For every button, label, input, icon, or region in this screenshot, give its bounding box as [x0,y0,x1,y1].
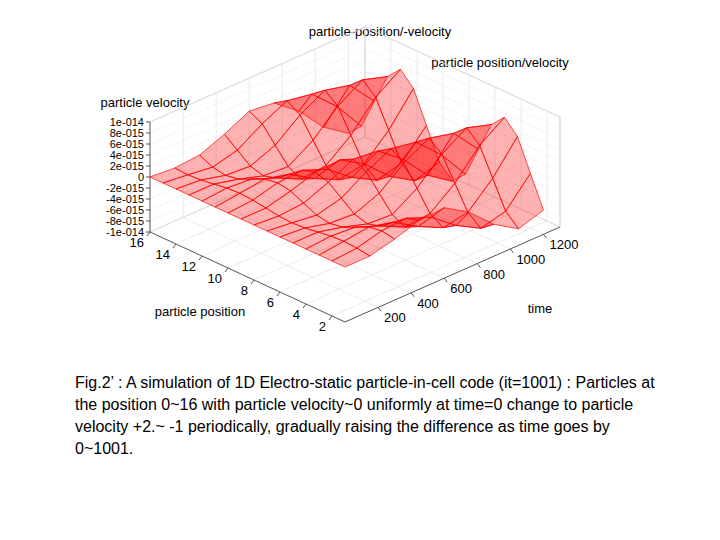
svg-text:-4e-015: -4e-015 [106,193,144,205]
svg-text:-2e-015: -2e-015 [106,182,144,194]
svg-text:8: 8 [241,283,248,298]
svg-text:-6e-015: -6e-015 [106,204,144,216]
svg-text:-1e-014: -1e-014 [106,226,144,238]
svg-text:1200: 1200 [549,237,578,252]
svg-text:2e-015: 2e-015 [109,160,144,172]
svg-text:16: 16 [130,235,144,250]
svg-text:14: 14 [156,247,170,262]
svg-text:1e-014: 1e-014 [109,116,144,128]
svg-text:10: 10 [208,271,222,286]
svg-text:0: 0 [137,171,144,183]
svg-text:400: 400 [417,296,439,311]
svg-text:particle-position/-velocity: particle-position/-velocity [309,24,452,39]
svg-text:4: 4 [293,307,300,322]
svg-text:4e-015: 4e-015 [109,149,144,161]
svg-text:particle position/velocity: particle position/velocity [431,55,569,70]
svg-text:time: time [528,301,553,316]
svg-text:particle position: particle position [155,304,245,319]
svg-text:6: 6 [267,295,274,310]
svg-text:2: 2 [319,319,326,334]
svg-text:-8e-015: -8e-015 [106,215,144,227]
svg-text:200: 200 [384,310,406,325]
svg-text:12: 12 [182,259,196,274]
svg-text:600: 600 [450,281,472,296]
svg-text:6e-015: 6e-015 [109,138,144,150]
svg-text:1000: 1000 [516,252,545,267]
svg-text:particle velocity: particle velocity [101,95,190,110]
svg-text:8e-015: 8e-015 [109,127,144,139]
html-text:Fig.2’ : A simulation of 1D El: Fig.2’ : A simulation of 1D Electro-stat… [75,374,655,457]
svg-text:800: 800 [483,267,505,282]
